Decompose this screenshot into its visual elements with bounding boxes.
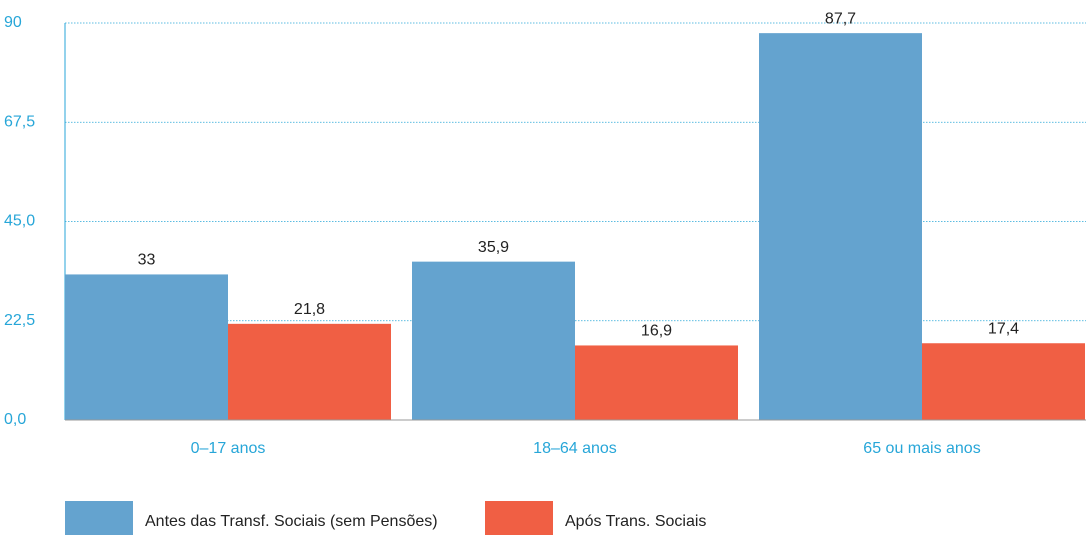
y-tick-label: 90 [4, 14, 22, 31]
bar [412, 261, 575, 420]
y-tick-label: 67,5 [4, 113, 35, 130]
legend-swatch [485, 501, 553, 535]
bar [922, 343, 1085, 420]
legend-swatch [65, 501, 133, 535]
value-label: 21,8 [294, 301, 325, 318]
x-tick-label: 18–64 anos [533, 440, 617, 457]
bar [759, 33, 922, 420]
y-tick-label: 45,0 [4, 213, 35, 230]
value-label: 35,9 [478, 239, 509, 256]
bar [575, 345, 738, 420]
value-label: 16,9 [641, 323, 672, 340]
x-tick-label: 0–17 anos [191, 440, 266, 457]
legend-label: Após Trans. Sociais [565, 513, 706, 530]
value-label: 33 [138, 252, 156, 269]
y-tick-label: 22,5 [4, 312, 35, 329]
bar [228, 323, 391, 420]
bar [65, 274, 228, 420]
y-tick-label: 0,0 [4, 411, 26, 428]
x-tick-label: 65 ou mais anos [863, 440, 980, 457]
value-label: 17,4 [988, 320, 1019, 337]
value-label: 87,7 [825, 10, 856, 27]
legend-label: Antes das Transf. Sociais (sem Pensões) [145, 513, 438, 530]
